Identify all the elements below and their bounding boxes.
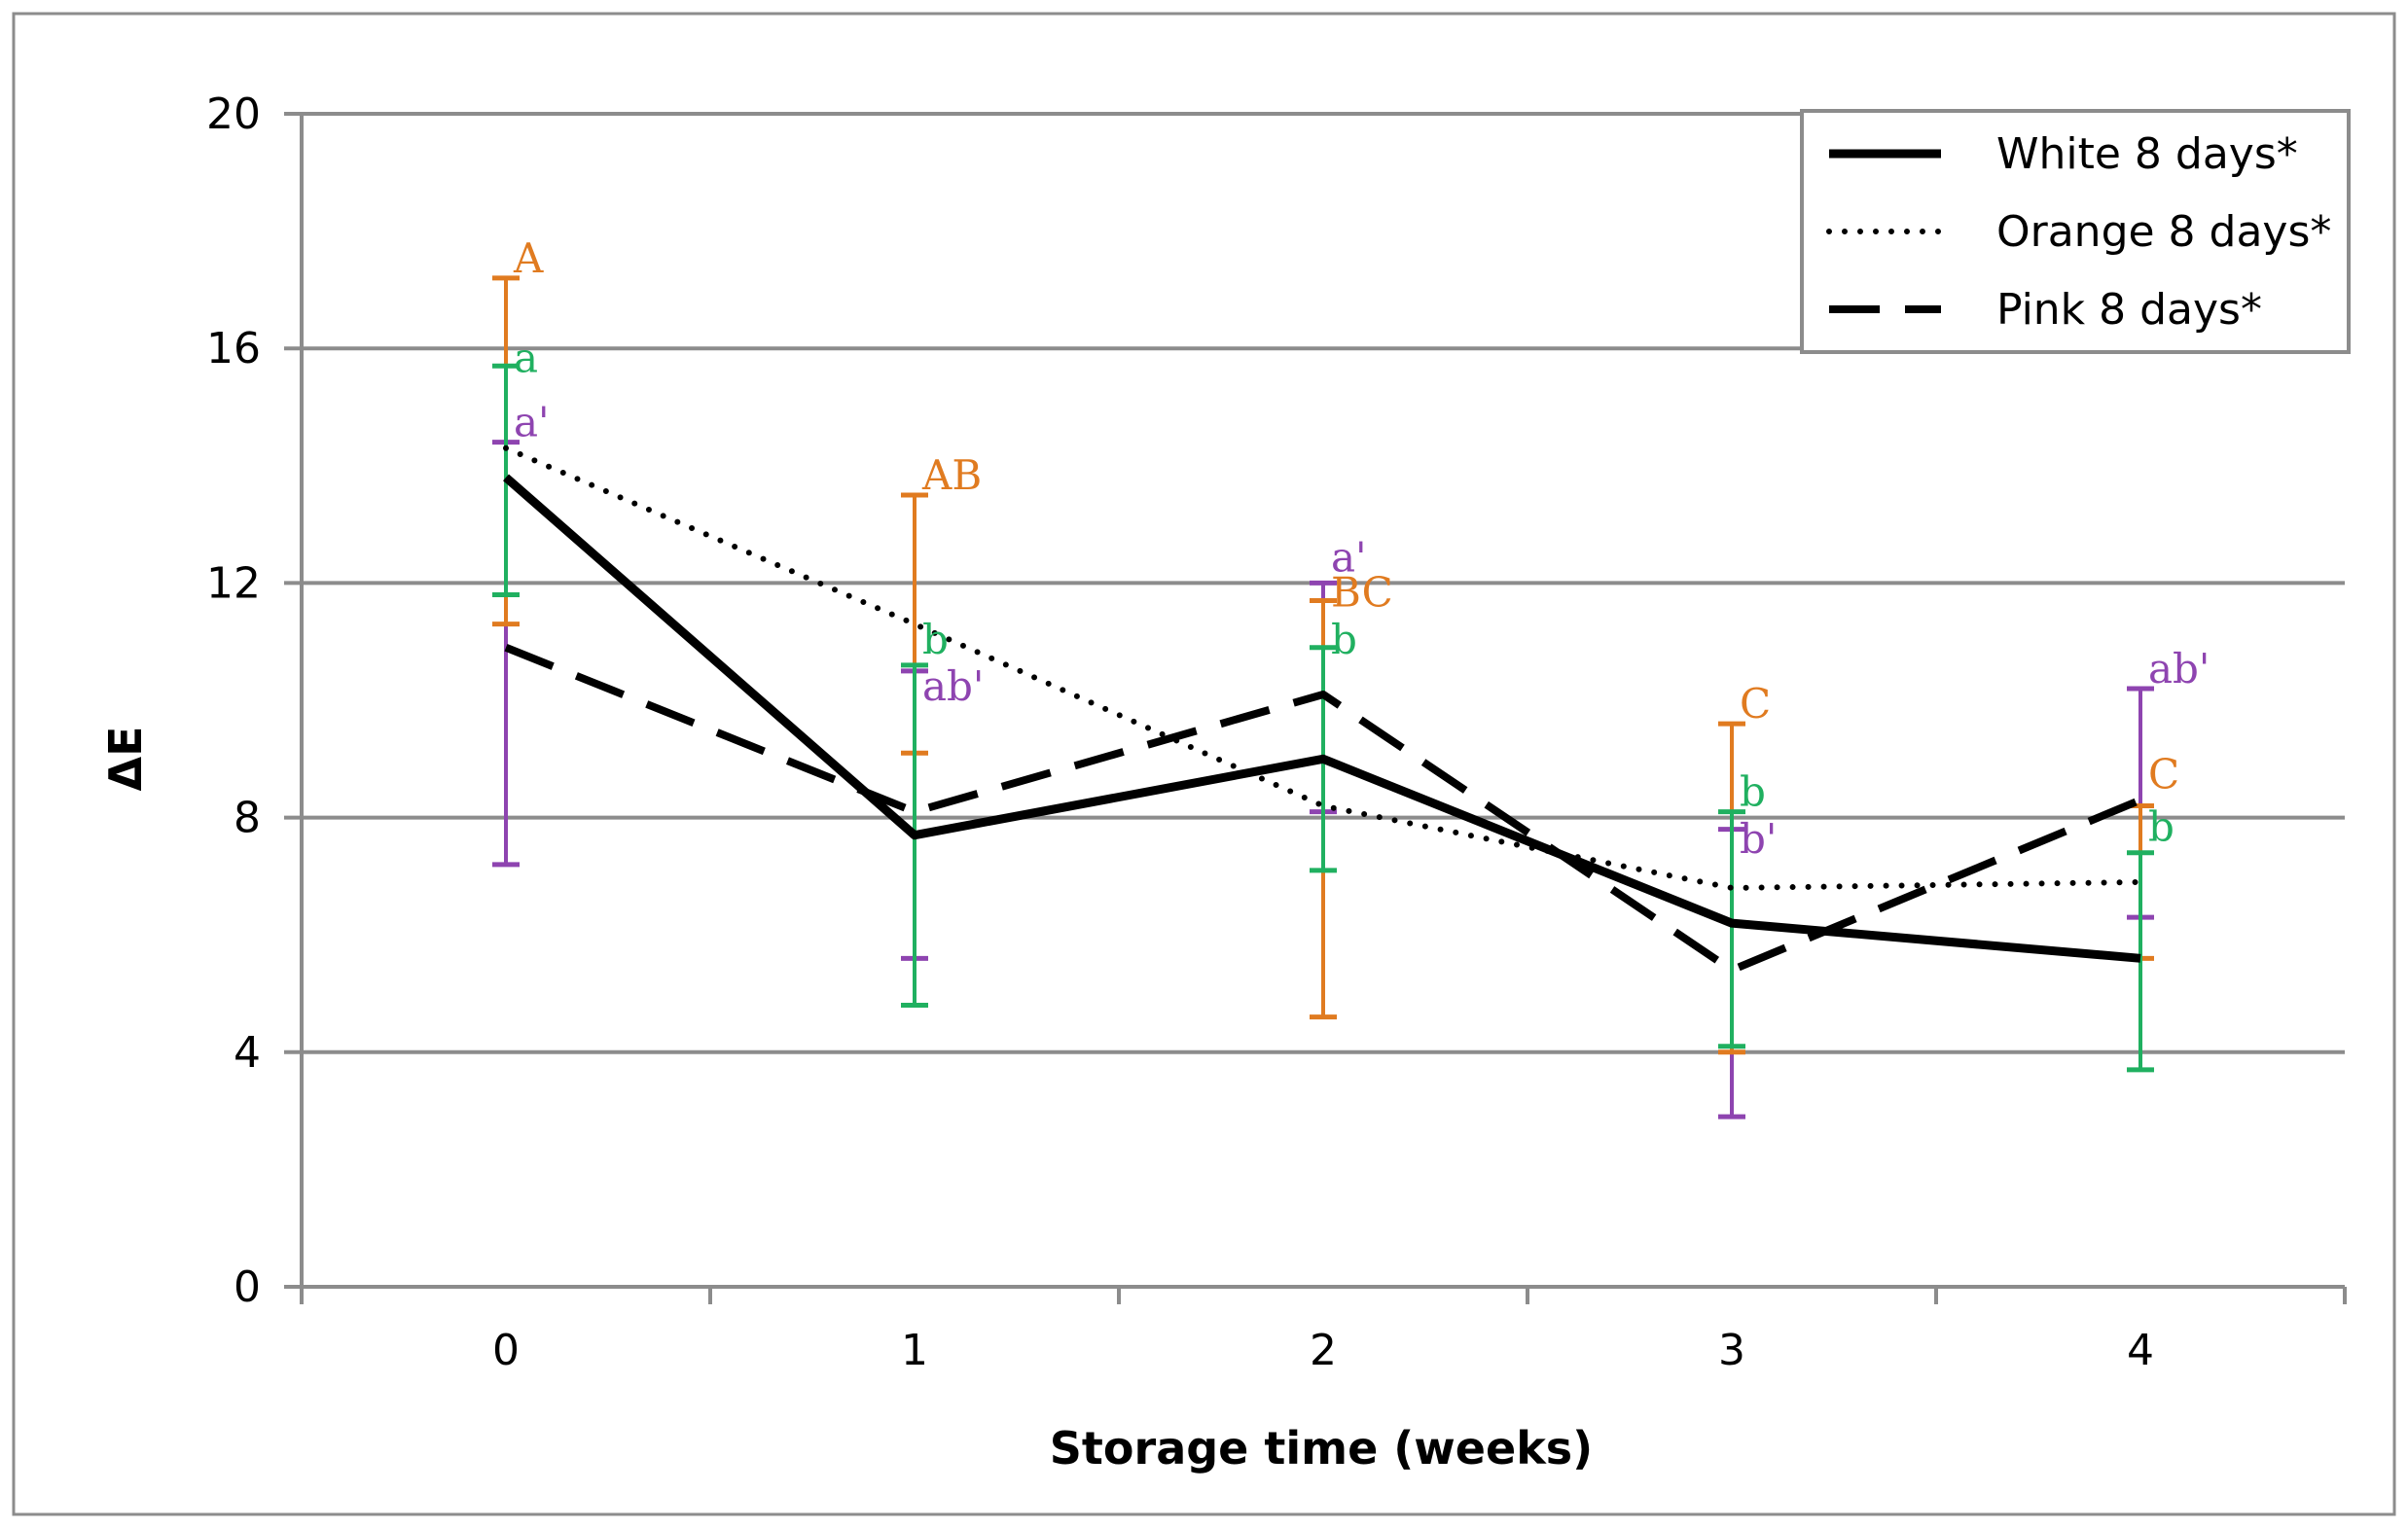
significance-label: AB: [921, 451, 982, 499]
x-tick-label: 1: [901, 1326, 928, 1375]
y-tick-label: 16: [206, 324, 261, 373]
x-axis-ticks: 0 1 2 3 4: [300, 1287, 2347, 1375]
significance-label: A: [513, 234, 544, 282]
significance-label: ab': [2148, 645, 2210, 693]
axes: [300, 114, 2345, 1289]
error-bar-pink: [2127, 850, 2154, 1073]
significance-label: b: [1740, 768, 1766, 816]
significance-label: b: [922, 616, 949, 663]
legend-label-white: White 8 days*: [1996, 129, 2298, 179]
legend-label-orange: Orange 8 days*: [1996, 207, 2331, 257]
significance-label: a': [514, 399, 550, 446]
y-tick-label: 8: [234, 794, 261, 843]
y-tick-label: 0: [234, 1262, 261, 1312]
y-tick-label: 4: [234, 1028, 261, 1078]
significance-label: b: [2148, 803, 2174, 851]
x-tick-label: 2: [1310, 1326, 1337, 1375]
significance-label: b: [1331, 616, 1357, 663]
x-axis-title: Storage time (weeks): [1050, 1422, 1593, 1475]
series-line-orange: [503, 444, 2143, 891]
legend: White 8 days* Orange 8 days* Pink 8 days*: [1800, 109, 2351, 354]
significance-label: ab': [922, 662, 984, 710]
y-tick-label: 20: [206, 89, 261, 139]
error-bar-pink: [1718, 809, 1745, 1049]
y-axis-title: ΔE: [99, 726, 152, 791]
series-line-white: [503, 474, 2141, 963]
significance-label: a': [1331, 533, 1367, 581]
error-bars: [492, 275, 2154, 1119]
x-tick-label: 0: [492, 1326, 520, 1375]
series-line-pink: [504, 644, 2142, 975]
y-axis-ticks: 0 4 8 12 16 20: [206, 89, 302, 1312]
significance-label: a: [514, 334, 538, 381]
series-lines: [503, 444, 2143, 975]
x-tick-label: 4: [2127, 1326, 2154, 1375]
y-tick-label: 12: [206, 558, 261, 608]
legend-label-pink: Pink 8 days*: [1996, 285, 2262, 335]
significance-label: BC: [1331, 569, 1393, 617]
significance-label: C: [2148, 750, 2179, 798]
x-tick-label: 3: [1718, 1326, 1745, 1375]
significance-label: b': [1740, 815, 1777, 863]
significance-label: C: [1740, 680, 1771, 728]
